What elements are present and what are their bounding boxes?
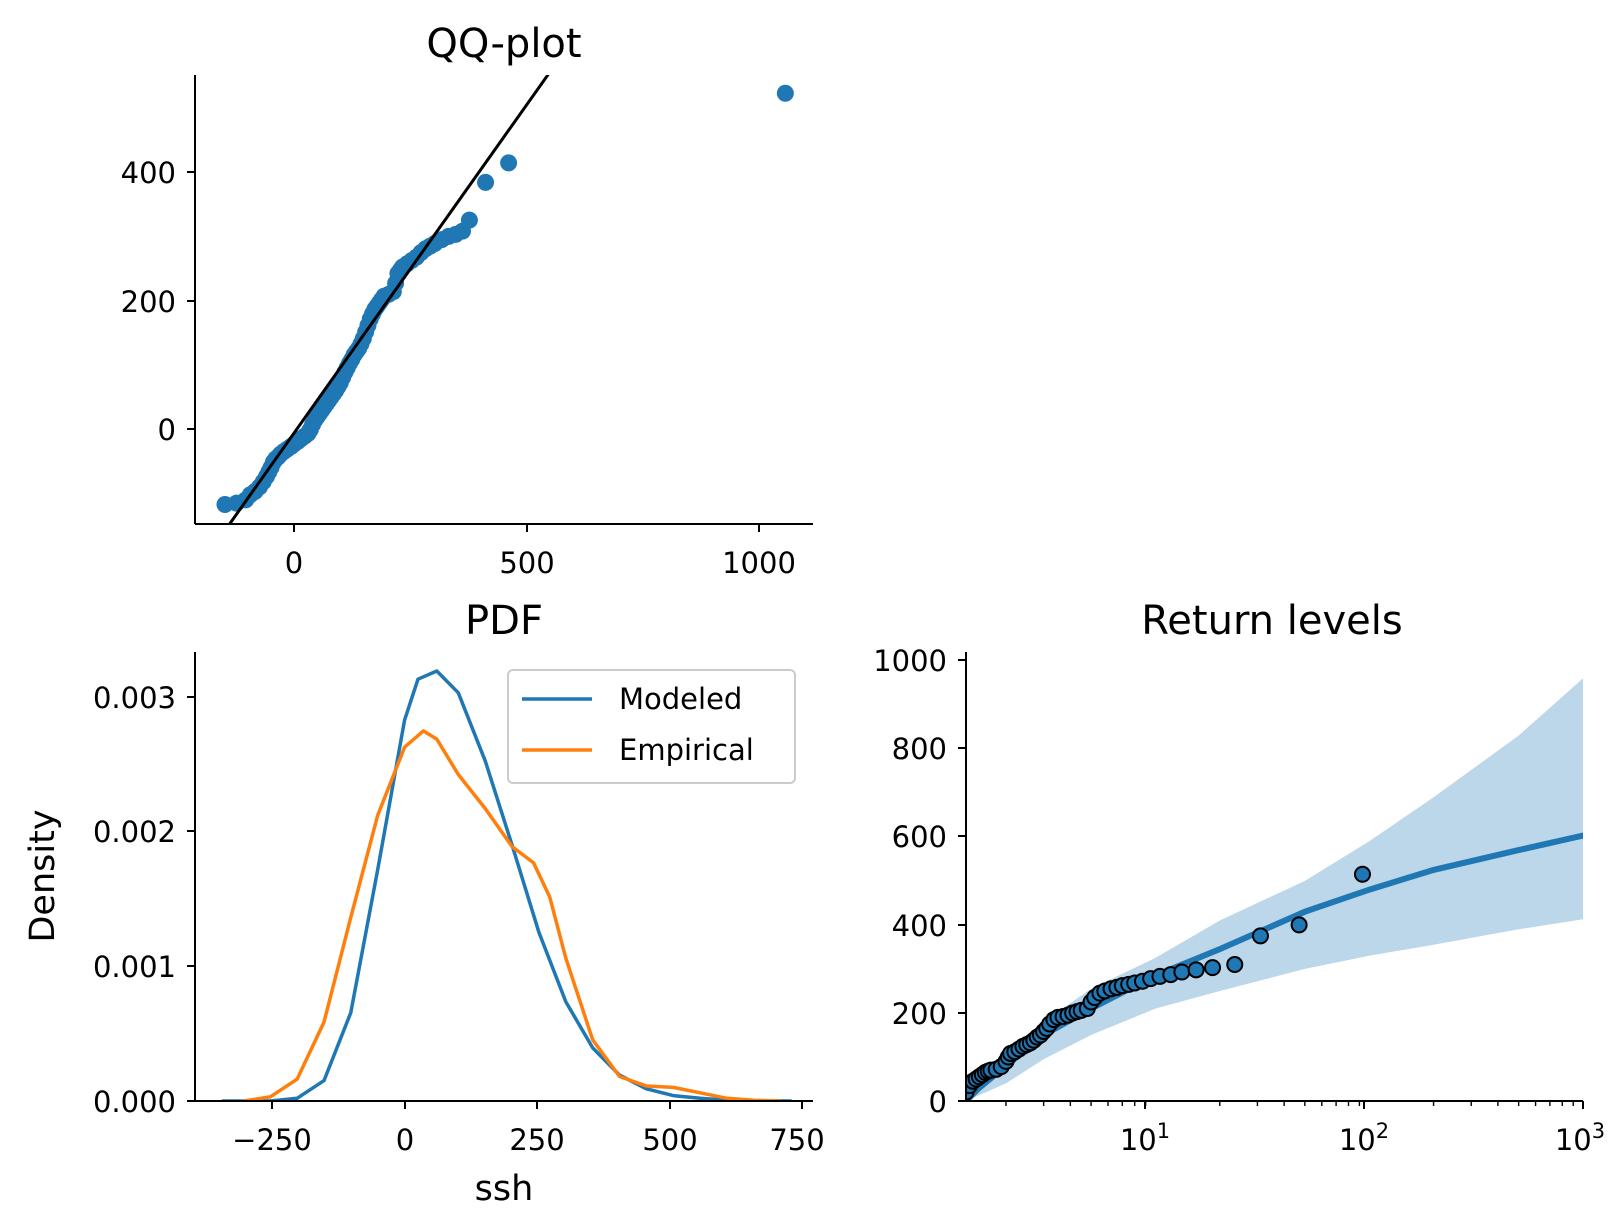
rl-confidence-band xyxy=(966,678,1583,1101)
qq-x-ticks: 0 500 1000 xyxy=(285,524,796,580)
rl-x-tick-base: 10 xyxy=(1120,1123,1157,1157)
rl-x-tick-exponent: 1 xyxy=(1157,1119,1170,1143)
qq-y-tick-label: 0 xyxy=(158,413,176,447)
return-levels-title: Return levels xyxy=(1141,598,1402,644)
pdf-y-tick-label: 0.003 xyxy=(93,681,176,715)
pdf-x-tick-label: −250 xyxy=(232,1123,312,1157)
rl-y-ticks: 0 200 400 600 800 1000 xyxy=(873,644,966,1119)
pdf-x-ticks: −250 0 250 500 750 xyxy=(232,1101,825,1157)
qq-reference-line xyxy=(228,75,550,524)
qq-point xyxy=(776,84,794,102)
rl-y-tick-label: 0 xyxy=(929,1085,947,1119)
pdf-y-tick-label: 0.000 xyxy=(93,1085,176,1119)
qq-y-ticks: 0 200 400 xyxy=(121,156,195,447)
qq-plot-title: QQ-plot xyxy=(426,21,581,67)
rl-x-tick-label: 102 xyxy=(1339,1119,1389,1157)
legend-label-modeled: Modeled xyxy=(619,682,742,716)
rl-x-tick-base: 10 xyxy=(1555,1123,1592,1157)
return-levels-panel: Return levels 101 102 103 0 200 400 600 … xyxy=(873,598,1605,1157)
rl-x-ticks: 101 102 103 xyxy=(1120,1101,1605,1157)
pdf-title: PDF xyxy=(465,598,543,644)
legend-label-empirical: Empirical xyxy=(619,733,754,767)
pdf-y-tick-label: 0.002 xyxy=(93,815,176,849)
rl-observed-point xyxy=(1290,916,1308,934)
qq-x-tick-label: 0 xyxy=(285,546,303,580)
return-levels-marks xyxy=(966,678,1583,1101)
pdf-x-tick-label: 500 xyxy=(642,1123,697,1157)
rl-y-tick-label: 1000 xyxy=(873,644,947,678)
rl-observed-point xyxy=(1353,865,1371,883)
qq-point xyxy=(500,154,518,172)
pdf-line-modeled xyxy=(221,669,792,1101)
pdf-y-ticks: 0.000 0.001 0.002 0.003 xyxy=(93,681,195,1119)
rl-observed-point xyxy=(1204,959,1222,977)
rl-observed-point xyxy=(1187,961,1205,979)
rl-x-tick-exponent: 2 xyxy=(1376,1119,1389,1143)
pdf-x-tick-label: 0 xyxy=(396,1123,414,1157)
rl-x-tick-label: 103 xyxy=(1555,1119,1605,1157)
pdf-y-axis-label: Density xyxy=(23,809,63,942)
pdf-panel: PDF −250 0 250 500 750 0.000 0.001 0.002… xyxy=(23,598,825,1209)
qq-y-tick-label: 200 xyxy=(121,285,176,319)
qq-point xyxy=(460,211,478,229)
qq-point xyxy=(477,173,495,191)
rl-x-tick-base: 10 xyxy=(1339,1123,1376,1157)
qq-y-tick-label: 400 xyxy=(121,156,176,190)
rl-x-tick-label: 101 xyxy=(1120,1119,1170,1157)
pdf-legend: Modeled Empirical xyxy=(507,669,796,784)
pdf-x-axis-label: ssh xyxy=(475,1169,534,1209)
qq-plot-panel: QQ-plot 0 500 1000 0 200 400 xyxy=(121,21,813,580)
pdf-x-tick-label: 250 xyxy=(509,1123,564,1157)
qq-x-tick-label: 1000 xyxy=(722,546,796,580)
rl-y-tick-label: 600 xyxy=(892,820,947,854)
pdf-marks xyxy=(221,669,792,1101)
qq-x-tick-label: 500 xyxy=(499,546,554,580)
rl-y-tick-label: 400 xyxy=(892,909,947,943)
rl-observed-point xyxy=(1251,927,1269,945)
rl-x-tick-exponent: 3 xyxy=(1592,1119,1605,1143)
rl-observed-point xyxy=(1226,956,1244,974)
rl-y-tick-label: 800 xyxy=(892,732,947,766)
pdf-y-tick-label: 0.001 xyxy=(93,950,176,984)
pdf-line-empirical xyxy=(243,729,781,1101)
qq-plot-marks xyxy=(216,75,794,524)
pdf-x-tick-label: 750 xyxy=(769,1123,824,1157)
rl-observed-point xyxy=(1173,963,1191,981)
rl-y-tick-label: 200 xyxy=(892,997,947,1031)
